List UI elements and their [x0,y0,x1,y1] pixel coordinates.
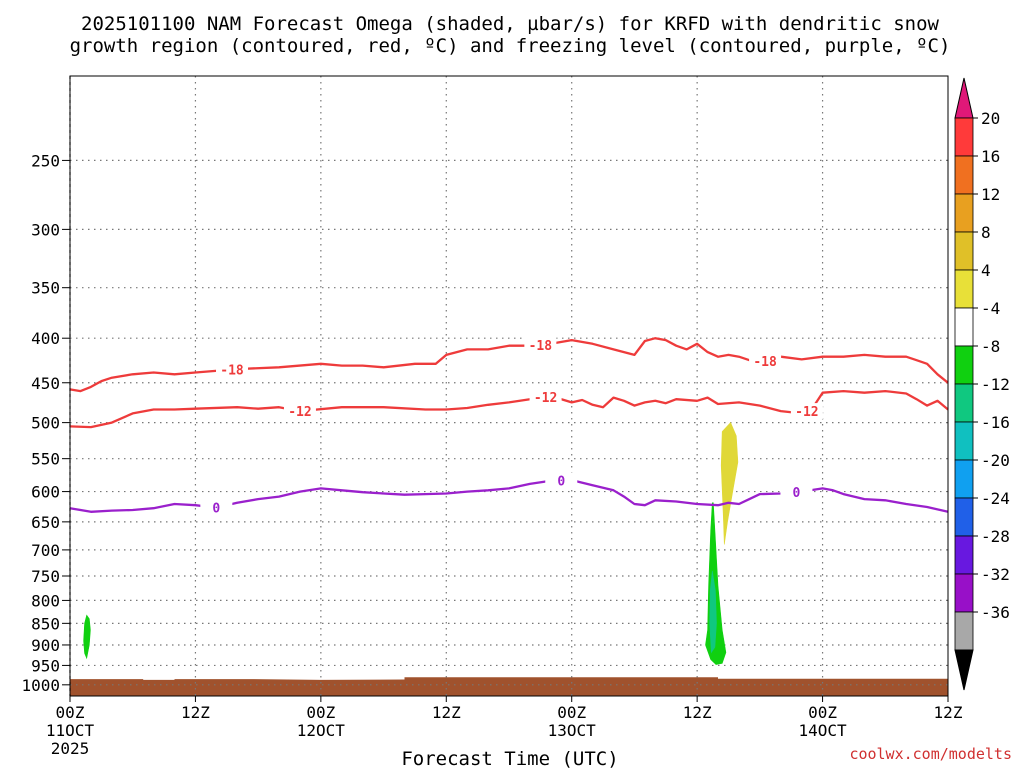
contour-label: 0 [793,486,801,501]
contour-label: -12 [534,391,557,406]
contour-line--18 [69,337,949,393]
x-tick-label: 12Z [934,703,963,722]
colorbar-swatch [954,345,974,385]
contour-label-bg [524,336,557,353]
chart-title-line-2: growth region (contoured, red, ºC) and f… [70,35,951,57]
contour-0: 0 0 0 [69,472,949,517]
contour--12: -12 -12 -12 [69,388,949,429]
x-tick-label: 12Z [683,703,712,722]
contour-label-bg [283,403,316,420]
colorbar-label: 4 [981,261,991,280]
y-tick-label: 650 [31,513,60,532]
colorbar-swatch [954,117,974,157]
contour-label-bg [749,353,782,370]
contour-label: -12 [288,405,311,420]
colorbar-swatch [954,573,974,613]
colorbar-swatch [954,383,974,423]
plot-frame [69,75,949,697]
credit-text: coolwx.com/modelts [849,745,1012,763]
x-tick-label: 00Z [56,703,85,722]
colorbar-label: 20 [981,109,1000,128]
x-tick-label: 11OCT [46,721,95,740]
contour-label-bg [216,361,249,378]
colorbar-swatch [954,155,974,195]
contour-label-bg [780,484,813,501]
colorbar-label: -24 [981,489,1010,508]
contour-label: -12 [795,405,818,420]
contour-label-bg [545,472,578,489]
x-tick-label: 00Z [306,703,335,722]
colorbar-label: -36 [981,603,1010,622]
x-tick-label: 00Z [808,703,837,722]
colorbar-swatch [954,421,974,461]
y-tick-label: 500 [31,414,60,433]
colorbar-label: -8 [981,337,1000,356]
y-tick-label: 600 [31,483,60,502]
colorbar-label: 16 [981,147,1000,166]
contour--18: -18 -18 -18 [69,336,949,393]
colorbar-label: -16 [981,413,1010,432]
x-tick-label: 2025 [51,739,90,758]
x-tick-label: 14OCT [798,721,847,740]
x-tick-label: 12OCT [297,721,346,740]
colorbar-label: 12 [981,185,1000,204]
plot-background [70,76,948,696]
contour-label-bg [529,388,562,405]
contour-label: -18 [529,339,553,354]
colorbar-label: -32 [981,565,1010,584]
chart-title-line-1: 2025101100 NAM Forecast Omega (shaded, µ… [81,13,939,35]
y-tick-label: 350 [31,279,60,298]
colorbar-swatch [954,193,974,233]
omega-positive-updraft [720,422,739,545]
plot-area: -18 -18 -18 -12 -12 -12 0 0 0 [69,75,949,697]
x-tick-label: 12Z [181,703,210,722]
colorbar-min-arrow [954,649,974,691]
colorbar-swatch [954,269,974,309]
x-tick-label: 00Z [557,703,586,722]
y-tick-label: 700 [31,541,60,560]
contour-label: -18 [753,355,777,370]
y-tick-label: 550 [31,450,60,469]
colorbar-label: -4 [981,299,1000,318]
colorbar-swatch [954,307,974,347]
y-tick-label: 400 [31,329,60,348]
contour-label-bg [790,403,823,420]
x-axis-title: Forecast Time (UTC) [401,748,618,768]
contour-label: 0 [212,502,220,517]
colorbar-swatch [954,459,974,499]
colorbar-label: -20 [981,451,1010,470]
colorbar-swatch [954,611,974,651]
colorbar-label: -12 [981,375,1010,394]
colorbar-label: 8 [981,223,991,242]
x-tick-label: 12Z [432,703,461,722]
colorbar-max-arrow [954,77,974,119]
omega-negative-left [83,614,91,660]
y-axis: 250 300 350 400 450 500 550 600 650 700 750 800 850 9… [21,151,70,695]
y-tick-label: 950 [31,656,60,675]
y-tick-label: 850 [31,614,60,633]
y-tick-label: 750 [31,567,60,586]
colorbar: 20 16 12 8 4 -4 -8 -12 -16 -20 -24 -28 -32 -36 [954,77,1010,691]
contour-label: 0 [557,474,565,489]
contour-line--12 [69,389,949,429]
y-tick-label: 250 [31,151,60,170]
contour-label-bg [200,499,233,516]
colorbar-label: -28 [981,527,1010,546]
y-tick-label: 300 [31,220,60,239]
terrain-fill [70,677,948,696]
contour-label: -18 [220,363,244,378]
colorbar-swatch [954,231,974,271]
y-tick-label: 900 [31,636,60,655]
x-tick-label: 13OCT [548,721,597,740]
omega-strong-core [709,570,717,654]
y-tick-label: 450 [31,374,60,393]
y-tick-label: 1000 [21,676,60,695]
colorbar-swatch [954,497,974,537]
y-tick-label: 800 [31,591,60,610]
colorbar-swatch [954,535,974,575]
